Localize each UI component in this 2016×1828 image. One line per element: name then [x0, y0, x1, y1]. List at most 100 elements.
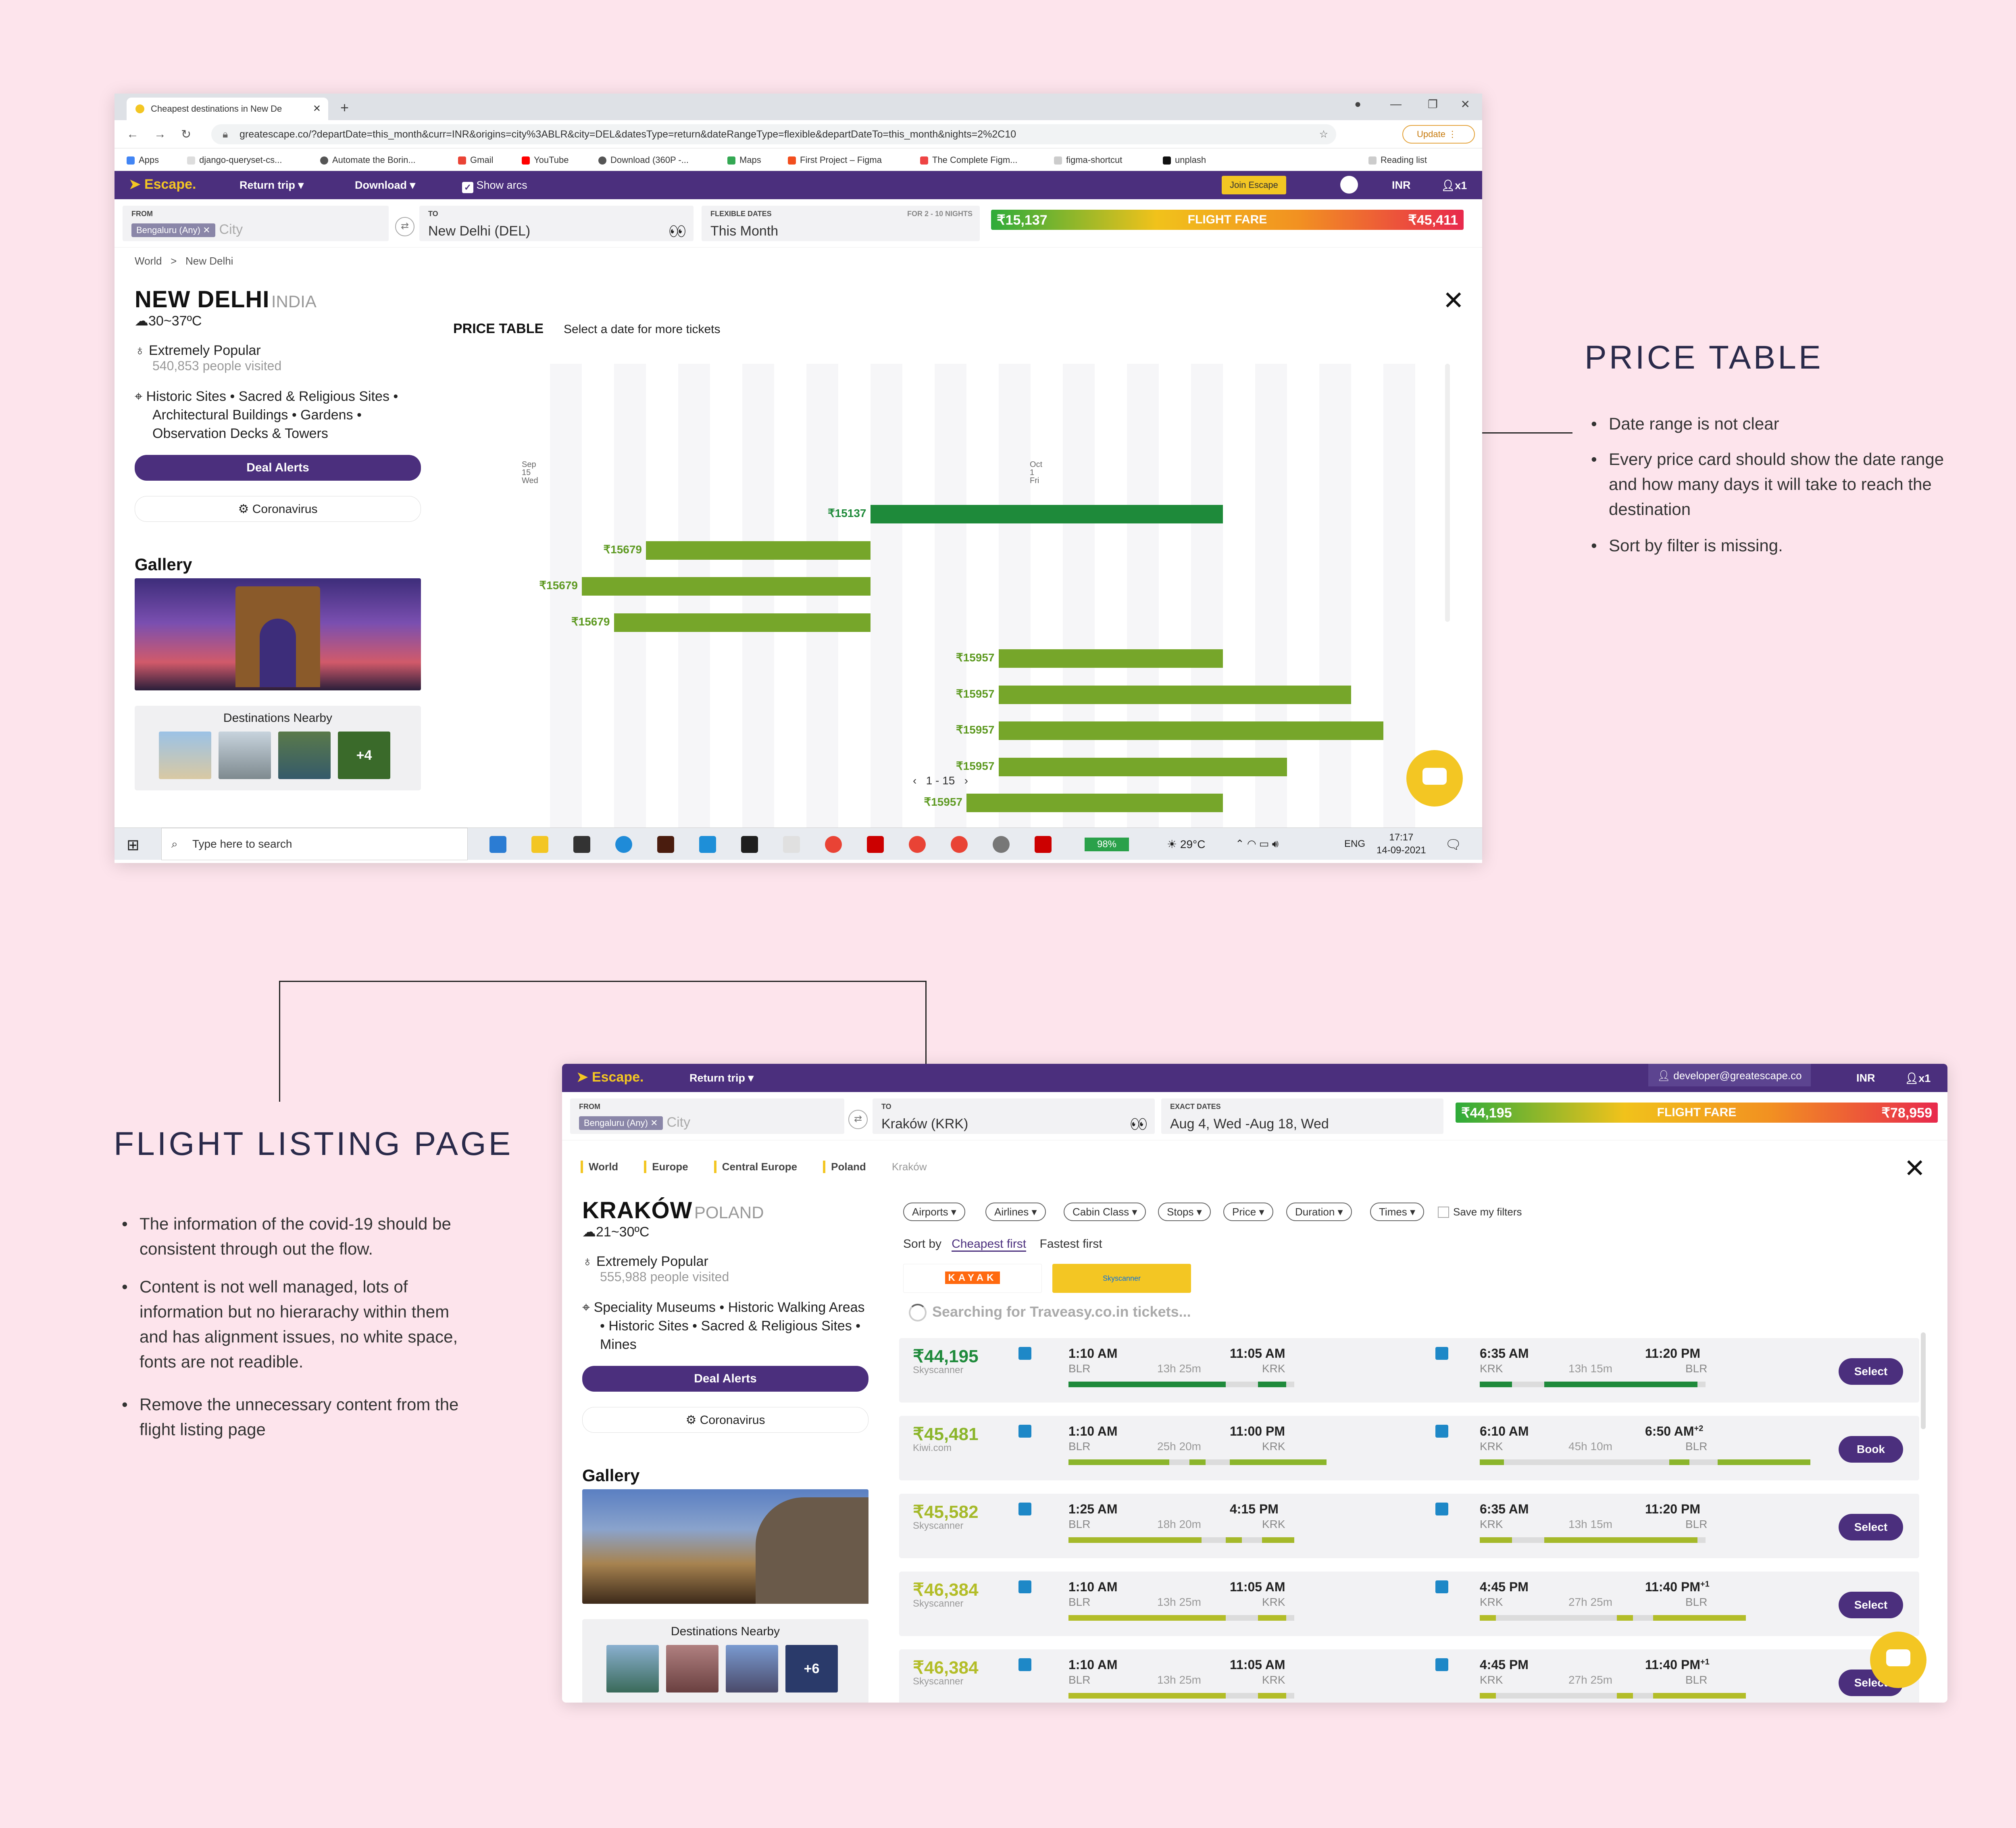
- return-trip-dropdown[interactable]: Return trip ▾: [240, 179, 304, 191]
- close-icon[interactable]: ✕: [1443, 286, 1464, 315]
- flight-card[interactable]: ₹46,384 Skyscanner 1:10 AM 11:05 AM BLR 13h 2…: [899, 1649, 1919, 1703]
- date-column[interactable]: [934, 364, 966, 848]
- prev-page-icon[interactable]: ‹: [913, 774, 917, 787]
- select-button[interactable]: Select: [1839, 1358, 1903, 1385]
- swap-icon[interactable]: ⇄: [848, 1110, 868, 1129]
- bookmark[interactable]: The Complete Figm...: [920, 155, 1018, 165]
- scrollbar[interactable]: [1445, 364, 1450, 622]
- crumb-city[interactable]: New Delhi: [185, 255, 233, 267]
- store-icon[interactable]: [573, 836, 590, 853]
- flight-card[interactable]: ₹44,195 Skyscanner 1:10 AM 11:05 AM BLR 13h 2…: [899, 1338, 1919, 1403]
- escape-logo[interactable]: ➤ Escape.: [577, 1069, 644, 1085]
- bookmark[interactable]: django-queryset-cs...: [187, 155, 282, 165]
- deal-alerts-button[interactable]: Deal Alerts: [135, 455, 421, 481]
- update-button[interactable]: Update ⋮: [1402, 125, 1475, 144]
- system-tray-icons[interactable]: ⌃ ◠ ▭ 🔊︎: [1235, 838, 1279, 850]
- price-bar[interactable]: [646, 541, 871, 560]
- filter-cabin-class[interactable]: Cabin Class ▾: [1064, 1203, 1146, 1221]
- edge-icon[interactable]: [615, 836, 632, 853]
- minimize-icon[interactable]: —: [1390, 98, 1402, 110]
- coronavirus-button[interactable]: ⚙︎ Coronavirus: [582, 1407, 868, 1433]
- crumb-europe[interactable]: Europe: [644, 1161, 694, 1173]
- passenger-selector[interactable]: 👤︎x1: [1905, 1072, 1931, 1084]
- deal-alerts-button[interactable]: Deal Alerts: [582, 1366, 868, 1392]
- swap-icon[interactable]: ⇄: [395, 217, 414, 236]
- binoculars-icon[interactable]: 👀︎: [669, 224, 686, 239]
- close-icon[interactable]: ✕: [1904, 1154, 1926, 1183]
- next-page-icon[interactable]: ›: [964, 774, 968, 787]
- nearby-thumb[interactable]: [666, 1645, 719, 1693]
- join-escape-button[interactable]: Join Escape: [1222, 176, 1286, 194]
- dates-field[interactable]: EXACT DATES Aug 4, Wed -Aug 18, Wed: [1161, 1098, 1443, 1134]
- filter-airports[interactable]: Airports ▾: [903, 1203, 965, 1221]
- bookmark-unsplash[interactable]: unplash: [1163, 155, 1206, 165]
- flight-card[interactable]: ₹45,582 Skyscanner 1:25 AM 4:15 PM BLR 18h 20…: [899, 1494, 1919, 1558]
- filter-airlines[interactable]: Airlines ▾: [985, 1203, 1046, 1221]
- date-column[interactable]: [870, 364, 902, 848]
- close-window-icon[interactable]: ✕: [1460, 98, 1470, 110]
- passenger-selector[interactable]: 👤︎x1: [1441, 179, 1467, 192]
- skyscanner-provider[interactable]: Skyscanner: [1052, 1264, 1191, 1293]
- date-column[interactable]: [806, 364, 838, 848]
- sort-fastest[interactable]: Fastest first: [1039, 1237, 1102, 1251]
- language-indicator[interactable]: ENG: [1344, 838, 1366, 849]
- coronavirus-button[interactable]: ⚙︎ Coronavirus: [135, 496, 421, 522]
- price-bar[interactable]: [998, 685, 1351, 704]
- nearby-thumb[interactable]: [278, 732, 331, 779]
- crumb-central-europe[interactable]: Central Europe: [714, 1161, 803, 1173]
- from-field[interactable]: FROM Bengaluru (Any) ✕ City: [570, 1098, 844, 1134]
- reload-icon[interactable]: ↻: [181, 128, 192, 141]
- download-dropdown[interactable]: Download ▾: [355, 179, 416, 191]
- price-bar[interactable]: [582, 577, 871, 596]
- flight-card[interactable]: ₹46,384 Skyscanner 1:10 AM 11:05 AM BLR 13h 2…: [899, 1572, 1919, 1636]
- restore-icon[interactable]: ❐: [1427, 98, 1438, 110]
- mcafee-icon[interactable]: [1035, 836, 1052, 853]
- chrome-icon[interactable]: [909, 836, 926, 853]
- crumb-poland[interactable]: Poland: [823, 1161, 872, 1173]
- bookmark[interactable]: figma-shortcut: [1054, 155, 1122, 165]
- scrollbar[interactable]: [1921, 1332, 1926, 1429]
- bookmark[interactable]: Download (360P -...: [598, 155, 689, 165]
- reading-list[interactable]: Reading list: [1368, 155, 1427, 165]
- bookmark-youtube[interactable]: YouTube: [522, 155, 569, 165]
- escape-logo[interactable]: ➤ Escape.: [129, 177, 196, 192]
- date-column[interactable]: [742, 364, 774, 848]
- crumb-world[interactable]: World: [581, 1161, 624, 1173]
- nearby-thumb[interactable]: [606, 1645, 659, 1693]
- settings-icon[interactable]: [993, 836, 1010, 853]
- price-bar[interactable]: [998, 757, 1287, 776]
- price-bar[interactable]: [870, 505, 1223, 523]
- gallery-photo[interactable]: [582, 1489, 868, 1604]
- nearby-thumb[interactable]: [219, 732, 271, 779]
- from-field[interactable]: FROM Bengaluru (Any) ✕ City: [123, 206, 389, 241]
- clock[interactable]: 17:17 14-09-2021: [1377, 832, 1426, 856]
- price-bar[interactable]: [614, 613, 871, 632]
- price-bar[interactable]: [998, 649, 1223, 668]
- dates-field[interactable]: FLEXIBLE DATES FOR 2 - 10 NIGHTS This Mo…: [702, 206, 980, 241]
- gallery-photo[interactable]: [135, 578, 421, 690]
- date-column[interactable]: [678, 364, 710, 848]
- forward-icon[interactable]: →: [154, 127, 166, 141]
- kayak-provider[interactable]: KAYAK: [903, 1264, 1042, 1293]
- sort-cheapest[interactable]: Cheapest first: [952, 1237, 1027, 1252]
- chrome-icon[interactable]: [951, 836, 968, 853]
- bookmark-maps[interactable]: Maps: [727, 155, 761, 165]
- slack-icon[interactable]: [783, 836, 800, 853]
- date-column[interactable]: [550, 364, 582, 848]
- windows-start-icon[interactable]: ⊞: [127, 837, 140, 854]
- figma-icon[interactable]: [741, 836, 758, 853]
- to-field[interactable]: TO Kraków (KRK) 👀︎: [873, 1098, 1155, 1134]
- nearby-thumb[interactable]: [726, 1645, 778, 1693]
- chat-icon[interactable]: [1406, 750, 1463, 807]
- bookmark-star-icon[interactable]: ☆: [1319, 129, 1328, 140]
- currency-selector[interactable]: INR: [1392, 179, 1411, 191]
- bookmark-apps[interactable]: Apps: [127, 155, 159, 165]
- select-button[interactable]: Select: [1839, 1592, 1903, 1618]
- mcafee-icon[interactable]: [867, 836, 884, 853]
- filter-duration[interactable]: Duration ▾: [1286, 1203, 1352, 1221]
- return-trip-dropdown[interactable]: Return trip ▾: [689, 1072, 754, 1084]
- notifications-icon[interactable]: 🗨︎: [1445, 837, 1462, 852]
- app-icon[interactable]: [699, 836, 716, 853]
- close-tab-icon[interactable]: ✕: [312, 103, 321, 114]
- currency-selector[interactable]: INR: [1856, 1072, 1875, 1084]
